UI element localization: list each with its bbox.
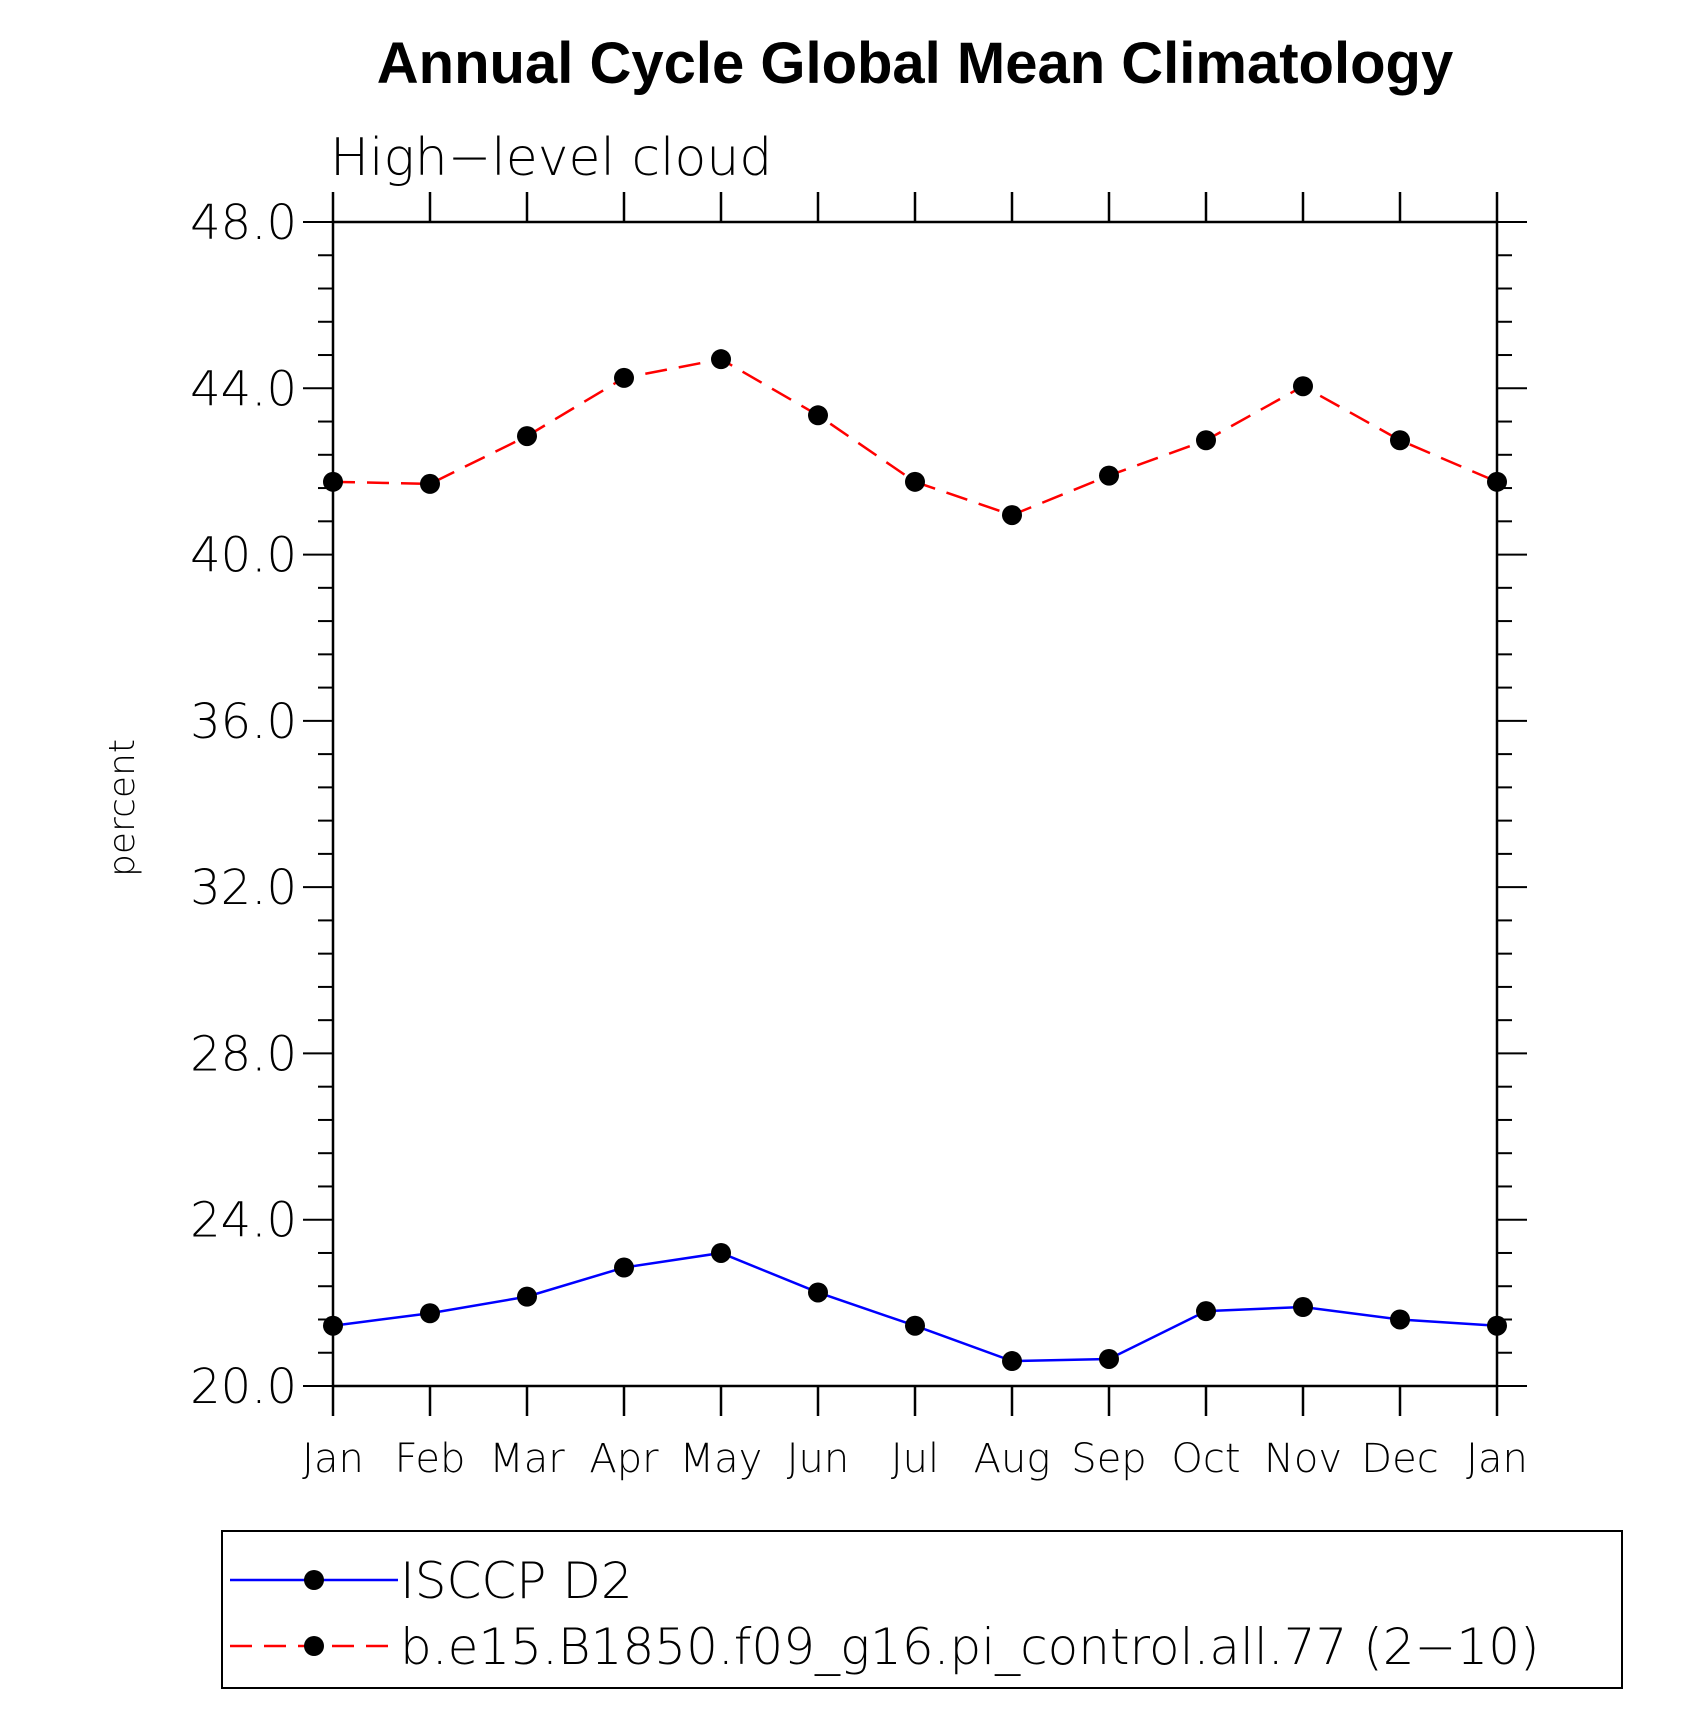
series-line-0	[332, 1251, 1498, 1363]
legend-marker	[304, 1636, 324, 1656]
y-tick-label: 32.0	[190, 860, 297, 916]
data-point-marker	[1196, 430, 1216, 451]
data-point-marker	[517, 1286, 537, 1307]
x-tick-label: Dec	[1361, 1436, 1438, 1482]
data-point-marker	[420, 1303, 440, 1324]
data-point-marker	[1293, 1297, 1313, 1318]
chart-title: Annual Cycle Global Mean Climatology	[377, 31, 1453, 96]
x-tick-label: Oct	[1171, 1436, 1240, 1482]
data-point-marker	[1390, 1309, 1410, 1330]
data-point-marker	[614, 367, 634, 388]
data-point-marker	[711, 349, 731, 370]
x-tick-label: Jun	[787, 1436, 850, 1482]
x-tick-label: Jan	[302, 1436, 364, 1482]
y-tick-label: 20.0	[190, 1359, 297, 1415]
legend-marker	[304, 1570, 324, 1590]
data-point-marker	[323, 471, 343, 492]
data-point-marker	[1002, 1351, 1022, 1372]
data-point-marker	[614, 1257, 634, 1278]
x-tick-label: Mar	[489, 1436, 565, 1482]
axes: 20.0 24.0 28.0 32.0 36.0 40.0 44.0 48.0 Jan Feb Ma…	[190, 192, 1528, 1482]
y-tick-label: 36.0	[190, 694, 297, 750]
y-axis-label: percent	[102, 739, 143, 877]
x-tick-label: Jan	[1466, 1436, 1528, 1482]
y-tick-label: 48.0	[190, 195, 297, 251]
x-tick-label: Apr	[589, 1436, 659, 1482]
y-tick-label: 40.0	[190, 528, 297, 584]
data-point-marker	[1487, 471, 1507, 492]
data-point-marker	[905, 471, 925, 492]
y-tick-label: 44.0	[190, 361, 297, 417]
x-tick-label: May	[680, 1436, 763, 1482]
x-tick-label: Nov	[1264, 1436, 1342, 1482]
data-point-marker	[517, 426, 537, 447]
x-tick-label: Feb	[395, 1436, 466, 1482]
x-tick-label: Aug	[974, 1436, 1051, 1482]
data-point-marker	[808, 405, 828, 426]
legend-label: ISCCP D2	[400, 1552, 633, 1610]
series-layer	[323, 349, 1507, 1372]
legend: ISCCP D2 b.e15.B1850.f09_g16.pi_control.a…	[221, 1530, 1623, 1689]
x-tick-label: Sep	[1071, 1436, 1146, 1482]
data-point-marker	[1196, 1301, 1216, 1322]
y-tick-label: 24.0	[190, 1193, 297, 1249]
data-point-marker	[808, 1282, 828, 1303]
data-point-marker	[711, 1242, 731, 1263]
data-point-marker	[1293, 376, 1313, 397]
chart-subtitle: High−level cloud	[330, 128, 772, 188]
data-point-marker	[1099, 1348, 1119, 1369]
data-point-marker	[1099, 465, 1119, 486]
data-point-marker	[1002, 505, 1022, 526]
data-point-marker	[905, 1315, 925, 1336]
data-point-marker	[1487, 1315, 1507, 1336]
data-point-marker	[1390, 430, 1410, 451]
legend-box	[221, 1530, 1623, 1689]
x-tick-label: Jul	[891, 1436, 939, 1482]
y-tick-label: 28.0	[190, 1026, 297, 1082]
data-point-marker	[323, 1315, 343, 1336]
legend-label: b.e15.B1850.f09_g16.pi_control.all.77 (2…	[400, 1618, 1540, 1676]
data-point-marker	[420, 473, 440, 494]
